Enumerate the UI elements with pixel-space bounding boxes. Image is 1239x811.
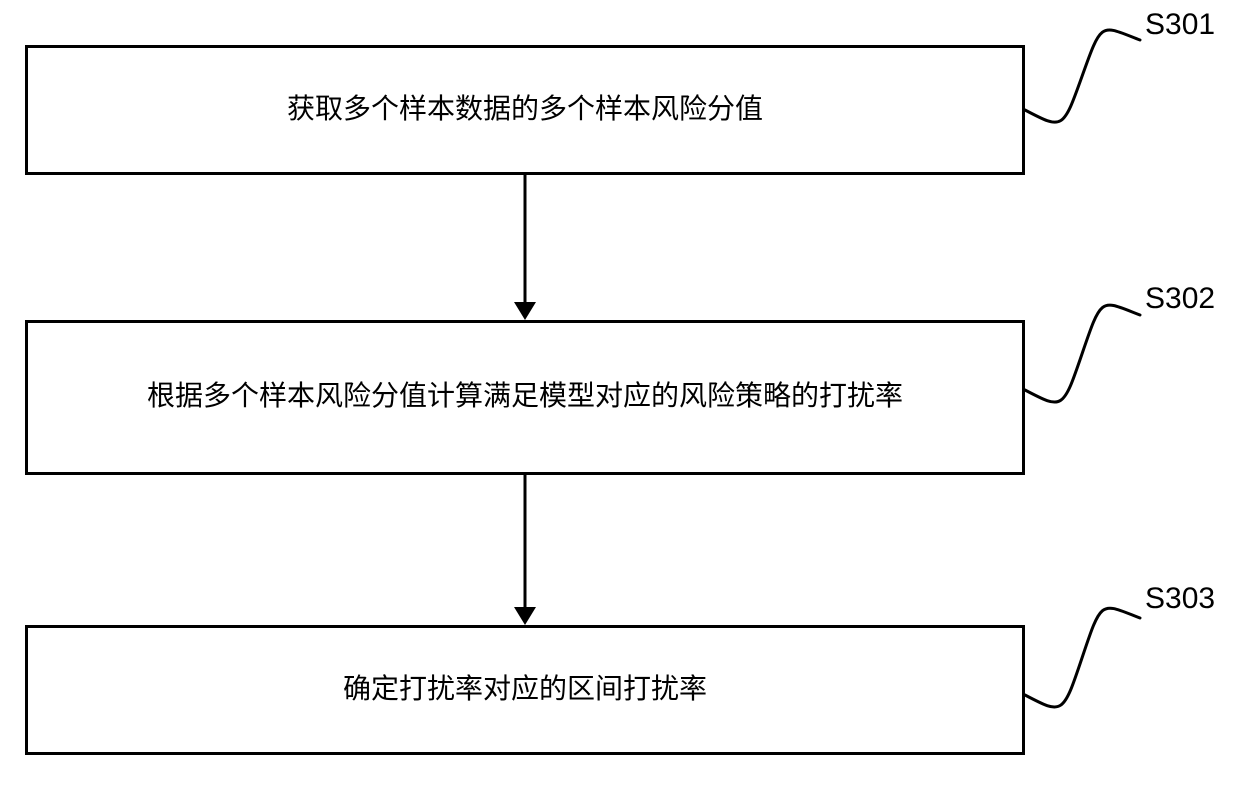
step-text-s302: 根据多个样本风险分值计算满足模型对应的风险策略的打扰率 — [147, 375, 903, 420]
squiggle-s301 — [1020, 15, 1145, 135]
step-label-s302: S302 — [1145, 282, 1215, 316]
squiggle-s303 — [1020, 593, 1145, 720]
step-label-s303: S303 — [1145, 582, 1215, 616]
step-box-s302: 根据多个样本风险分值计算满足模型对应的风险策略的打扰率 — [25, 320, 1025, 475]
step-box-s301: 获取多个样本数据的多个样本风险分值 — [25, 45, 1025, 175]
arrow-s302-s303 — [510, 475, 540, 627]
squiggle-s302 — [1020, 290, 1145, 415]
step-box-s303: 确定打扰率对应的区间打扰率 — [25, 625, 1025, 755]
step-text-s303: 确定打扰率对应的区间打扰率 — [343, 668, 707, 713]
step-label-s301: S301 — [1145, 8, 1215, 42]
arrow-s301-s302 — [510, 175, 540, 322]
step-text-s301: 获取多个样本数据的多个样本风险分值 — [287, 88, 763, 133]
flowchart-canvas: 获取多个样本数据的多个样本风险分值 S301 根据多个样本风险分值计算满足模型对… — [0, 0, 1239, 811]
